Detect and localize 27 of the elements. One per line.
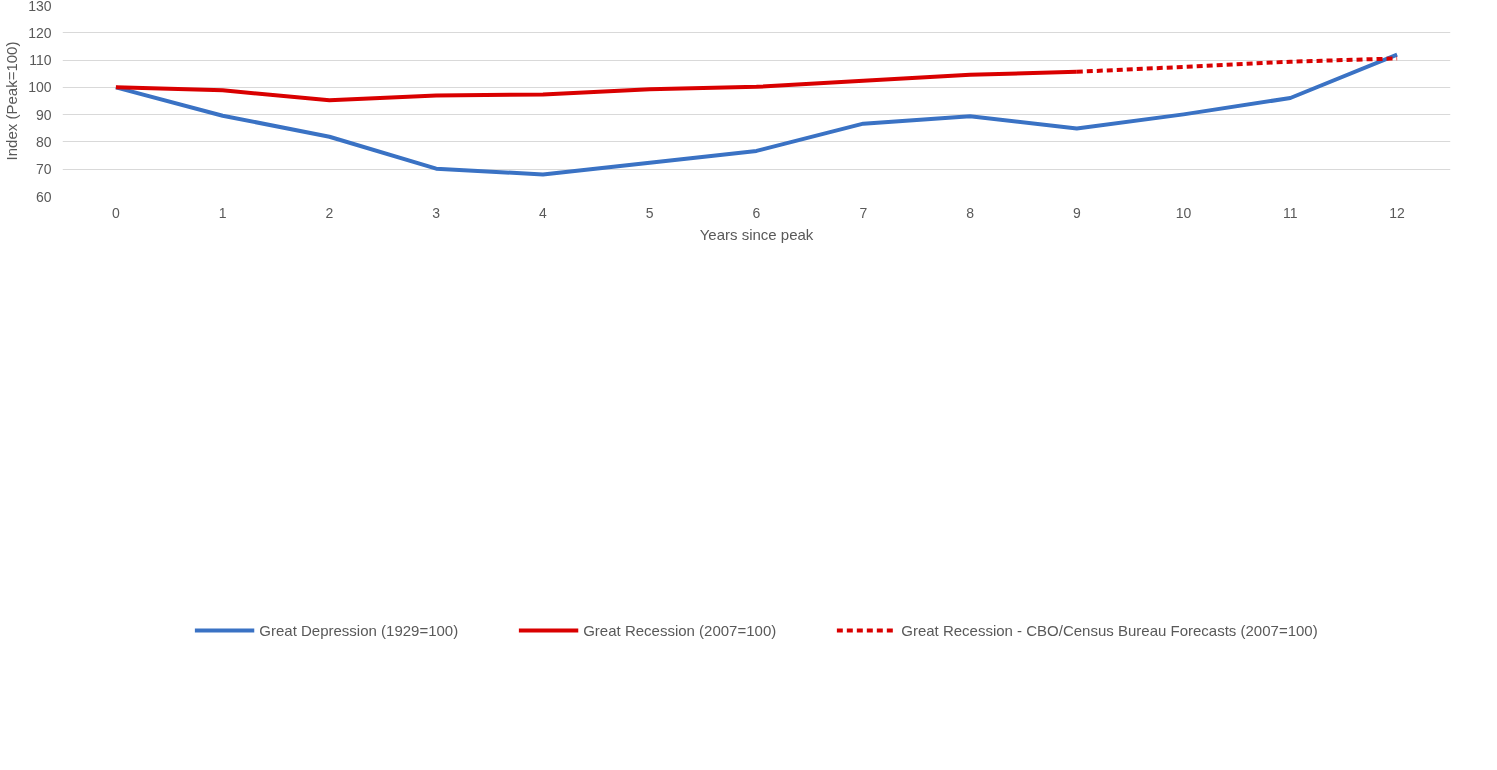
y-tick-label: 80 bbox=[35, 133, 52, 150]
x-tick-label: 2 bbox=[325, 204, 334, 221]
x-tick-label: 0 bbox=[111, 204, 120, 221]
x-tick-label: 4 bbox=[539, 204, 548, 221]
y-tick-label: 110 bbox=[29, 52, 52, 69]
x-axis-title: Years since peak bbox=[699, 225, 814, 243]
x-tick-label: 1 bbox=[218, 204, 227, 221]
legend-label: Great Recession (2007=100) bbox=[583, 621, 777, 639]
y-tick-label: 90 bbox=[35, 106, 52, 123]
x-tick-label: 5 bbox=[645, 204, 654, 221]
x-tick-label: 12 bbox=[1389, 204, 1406, 221]
x-tick-label: 9 bbox=[1072, 204, 1081, 221]
y-tick-label: 100 bbox=[28, 79, 52, 96]
x-tick-label: 3 bbox=[432, 204, 441, 221]
x-tick-label: 8 bbox=[966, 204, 975, 221]
x-tick-label: 11 bbox=[1283, 204, 1298, 221]
y-tick-label: 70 bbox=[35, 161, 52, 178]
y-tick-label: 120 bbox=[28, 24, 52, 41]
legend-label: Great Recession - CBO/Census Bureau Forecasts (2007=100) bbox=[901, 621, 1318, 639]
y-tick-label: 130 bbox=[28, 0, 52, 14]
line-series bbox=[113, 52, 1400, 177]
y-axis-title: Index (Peak=100) bbox=[3, 41, 21, 161]
x-tick-label: 10 bbox=[1175, 204, 1192, 221]
x-tick-label: 7 bbox=[859, 204, 868, 221]
y-tick-label: 60 bbox=[35, 188, 52, 205]
x-tick-label: 6 bbox=[752, 204, 761, 221]
legend-label: Great Depression (1929=100) bbox=[259, 621, 459, 639]
